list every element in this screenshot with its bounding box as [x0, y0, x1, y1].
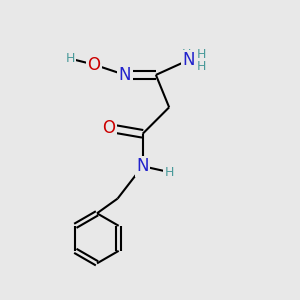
- Text: N: N: [119, 66, 131, 84]
- Text: N: N: [182, 51, 194, 69]
- Text: O: O: [102, 119, 115, 137]
- Text: H: H: [197, 48, 206, 61]
- Text: H: H: [66, 52, 75, 65]
- Text: N: N: [136, 157, 149, 175]
- Text: H: H: [197, 60, 206, 73]
- Text: O: O: [88, 56, 100, 74]
- Text: NH: NH: [188, 54, 207, 67]
- Text: H: H: [164, 166, 174, 178]
- Text: H: H: [182, 48, 191, 61]
